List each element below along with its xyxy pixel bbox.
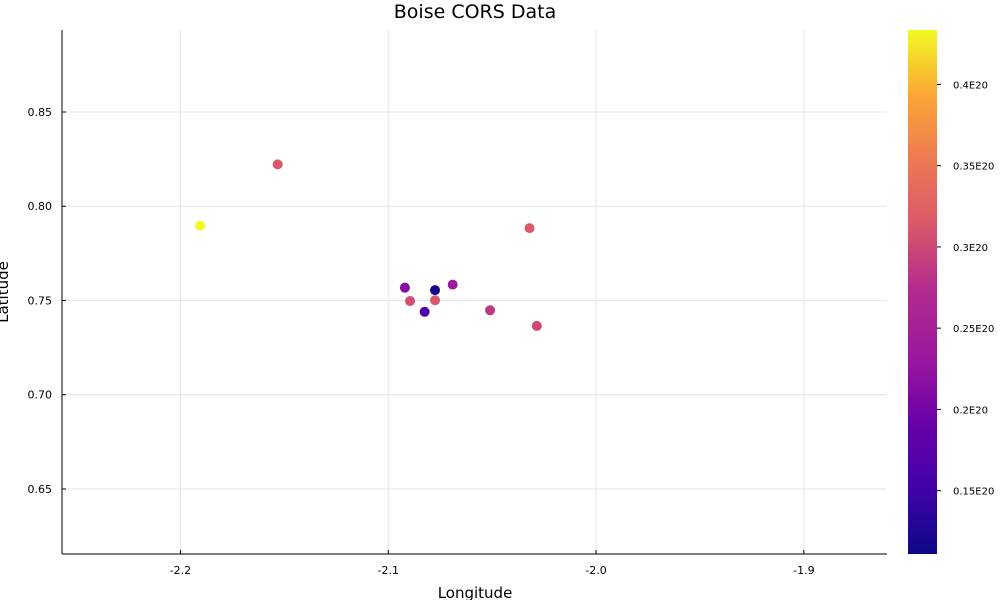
scatter-point (405, 296, 416, 307)
x-axis-label: Longitude (438, 584, 513, 600)
scatter-point (485, 305, 496, 316)
y-ticks: 0.65 0.70 0.75 0.80 0.85 (28, 106, 66, 496)
y-tick-label: 0.80 (28, 200, 53, 213)
colorbar-tick-label: 0.25E20 (953, 324, 994, 335)
colorbar-tick-label: 0.15E20 (953, 487, 994, 498)
y-axis-label: Latitude (0, 261, 12, 323)
scatter-point (399, 282, 410, 293)
scatter-point (531, 320, 542, 331)
x-tick-label: -2.2 (170, 564, 191, 577)
y-tick-label: 0.75 (28, 294, 53, 307)
scatter-points (195, 159, 542, 331)
colorbar-ticks: 0.15E20 0.2E20 0.25E20 0.3E20 0.35E20 0.4E20 (937, 80, 994, 498)
scatter-point (447, 279, 458, 290)
x-tick-label: -2.0 (585, 564, 606, 577)
chart-title: Boise CORS Data (394, 1, 556, 23)
scatter-point (419, 306, 430, 317)
colorbar-tick-label: 0.2E20 (953, 405, 988, 416)
x-ticks: -2.2 -2.1 -2.0 -1.9 (170, 550, 815, 577)
colorbar (908, 30, 937, 554)
scatter-point (430, 285, 441, 296)
y-tick-label: 0.70 (28, 389, 53, 402)
scatter-point (524, 223, 535, 234)
colorbar-tick-label: 0.3E20 (953, 243, 988, 254)
colorbar-tick-label: 0.4E20 (953, 80, 988, 91)
scatter-point (430, 295, 441, 306)
y-tick-label: 0.85 (28, 106, 53, 119)
x-tick-label: -2.1 (378, 564, 399, 577)
scatter-point (272, 159, 283, 170)
y-tick-label: 0.65 (28, 483, 53, 496)
x-tick-label: -1.9 (793, 564, 814, 577)
scatter-point (195, 220, 206, 231)
grid-lines (62, 30, 887, 554)
colorbar-tick-label: 0.35E20 (953, 162, 994, 173)
